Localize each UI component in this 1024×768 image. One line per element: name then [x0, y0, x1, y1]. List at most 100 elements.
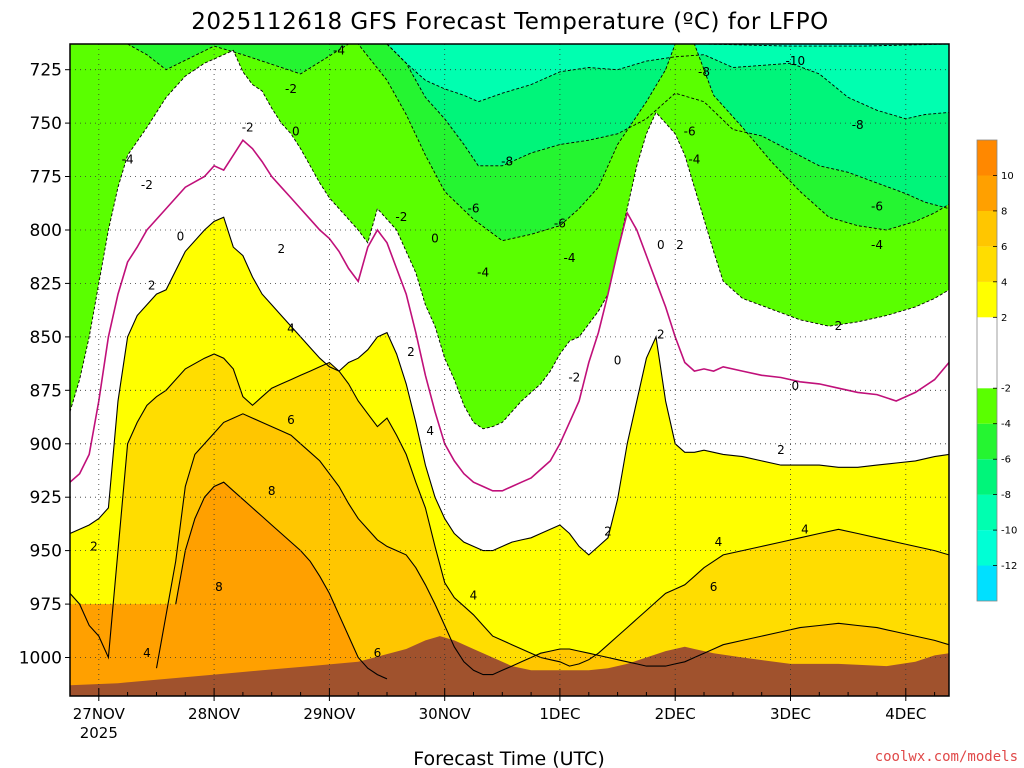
contour-label: 2: [777, 443, 785, 457]
contour-label: 6: [374, 646, 382, 660]
contour-label: 4: [801, 522, 809, 536]
isotherm--2: [70, 49, 949, 430]
x-tick-label: 29NOV: [303, 705, 356, 723]
y-tick-label: 825: [30, 274, 62, 294]
field-band-4: [70, 44, 949, 429]
y-tick-label: 725: [30, 61, 62, 81]
legend-swatch: [977, 210, 997, 247]
isotherm-contours: [70, 44, 949, 680]
isotherm-0: [70, 138, 949, 492]
y-tick-label: 925: [30, 488, 62, 508]
contour-label: 0: [292, 125, 300, 139]
credit-link[interactable]: coolwx.com/models: [875, 749, 1018, 765]
contour-label: 6: [287, 413, 295, 427]
x-tick-label: 2DEC: [655, 705, 696, 723]
legend-tick-label: 6: [1001, 242, 1007, 253]
contour-label: -2: [395, 210, 407, 224]
ground-polygon: [70, 636, 949, 696]
contour-label: 0: [177, 229, 185, 243]
contour-label: -8: [852, 118, 864, 132]
isotherm-6: [155, 413, 949, 676]
y-tick-label: 800: [30, 221, 62, 241]
ground-surface: [70, 636, 949, 696]
y-tick-label: 875: [30, 381, 62, 401]
contour-label: -2: [141, 178, 153, 192]
legend-swatch: [977, 459, 997, 495]
contour-label: -2: [568, 371, 580, 385]
contour-label: 2: [676, 238, 684, 252]
contour-label: 2: [657, 328, 665, 342]
legend-frame: [976, 139, 998, 602]
color-legend: -12 -10 -8 -6 -4 -2 2 4 6 8 10: [976, 139, 1017, 602]
contour-label: 8: [268, 484, 276, 498]
contour-label: 4: [715, 535, 723, 549]
legend-swatch: [977, 140, 997, 176]
y-tick-label: 775: [30, 168, 62, 188]
contour-label: -4: [871, 238, 883, 252]
contour-label: -4: [122, 152, 134, 166]
legend-swatch: [977, 281, 997, 318]
contour-label: -4: [477, 266, 489, 280]
field-band-2: [70, 44, 949, 209]
field-band-6: [70, 217, 949, 667]
chart-title: 2025112618 GFS Forecast Temperature (ºC)…: [191, 9, 828, 35]
legend-tick-label: -4: [1001, 419, 1011, 430]
y-tick-label: 975: [30, 595, 62, 615]
contour-label: 4: [470, 589, 478, 603]
contour-label: 4: [143, 646, 151, 660]
temperature-field: [70, 44, 949, 696]
contour-label: -6: [468, 202, 480, 216]
y-tick-label: 950: [30, 542, 62, 562]
contour-label: 0: [657, 238, 665, 252]
x-tick-label: 1DEC: [539, 705, 580, 723]
contour-label: 4: [287, 321, 295, 335]
contour-label: -4: [564, 251, 576, 265]
contour-label: 0: [431, 232, 439, 246]
isotherm--6: [386, 44, 949, 210]
y-tick-label: 750: [30, 114, 62, 134]
x-tick-label: 27NOV: [73, 705, 126, 723]
legend-swatch: [977, 530, 997, 566]
contour-label: -2: [242, 120, 254, 134]
legend-tick-label: 8: [1001, 206, 1007, 217]
legend-swatch: [977, 175, 997, 211]
legend-swatch: [977, 494, 997, 531]
legend-swatch: [977, 565, 997, 601]
contour-label: 2: [277, 242, 285, 256]
gridlines: [70, 44, 949, 696]
contour-label: -8: [501, 155, 513, 169]
legend-swatch: [977, 388, 997, 424]
x-tick-label: 28NOV: [188, 705, 241, 723]
contour-label: 4: [426, 424, 434, 438]
x-tick-sublabel: 2025: [80, 724, 118, 742]
isotherm--4: [127, 44, 949, 242]
isotherm-8: [175, 481, 388, 680]
contour-labels: -4-8-10-2-2 -80-4-6-8 -4-2-6 -6-2 -60 02 0 2 -4-…: [90, 43, 883, 660]
y-tick-label: 850: [30, 328, 62, 348]
legend-tick-label: -6: [1001, 455, 1011, 466]
contour-label: 2: [407, 345, 415, 359]
x-tick-label: 3DEC: [770, 705, 811, 723]
legend-tick-label: -12: [1001, 561, 1017, 572]
y-tick-label: 900: [30, 435, 62, 455]
contour-label: -4: [688, 152, 700, 166]
field-band-1: [70, 44, 949, 119]
x-tick-label: 4DEC: [885, 705, 926, 723]
field-band-5: [70, 50, 949, 555]
legend-swatch: [977, 423, 997, 460]
isotherm-2: [70, 216, 949, 556]
contour-label: -4: [333, 43, 345, 57]
contour-label: -6: [871, 200, 883, 214]
contour-label: 2: [90, 539, 98, 553]
plot-frame: [69, 43, 950, 697]
contour-label: -6: [684, 125, 696, 139]
contour-label: 2: [835, 319, 843, 333]
legend-swatch: [977, 246, 997, 282]
contour-label: 0: [614, 353, 622, 367]
contour-label: 6: [710, 580, 718, 594]
field-band-warm-core: [175, 482, 388, 696]
contour-label: 2: [148, 279, 156, 293]
contour-label: -6: [554, 217, 566, 231]
